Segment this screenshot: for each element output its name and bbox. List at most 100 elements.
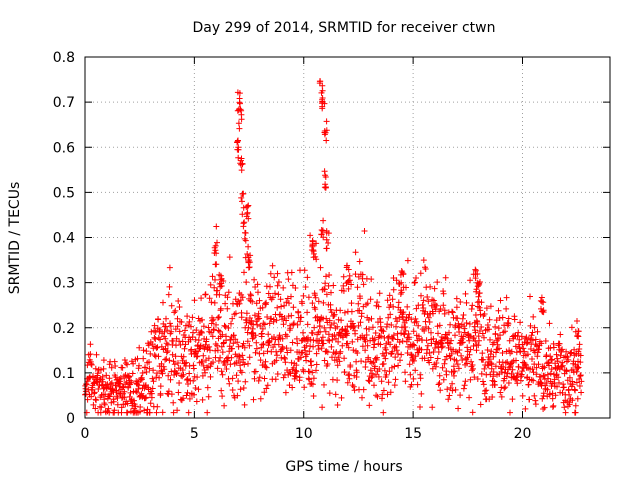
data-point (341, 309, 348, 316)
data-point (503, 305, 510, 312)
data-point (191, 297, 198, 304)
data-point (106, 375, 113, 382)
data-point (91, 390, 98, 397)
data-point (116, 390, 123, 397)
data-point (469, 409, 476, 416)
data-point (118, 404, 125, 411)
data-point (440, 290, 447, 297)
data-point (522, 405, 529, 412)
data-point (92, 365, 99, 372)
y-tick-label: 0.3 (53, 276, 75, 292)
data-point (566, 391, 573, 398)
data-point (225, 289, 232, 296)
data-point (450, 363, 457, 370)
data-point (136, 344, 143, 351)
data-point (311, 324, 318, 331)
data-point (188, 323, 194, 330)
data-point (552, 392, 559, 399)
data-point (221, 402, 228, 409)
data-point (267, 270, 274, 277)
data-point (170, 358, 177, 365)
data-point (320, 299, 327, 306)
data-point (290, 304, 297, 311)
data-point (175, 298, 182, 304)
data-point (572, 409, 579, 416)
data-point (325, 240, 332, 246)
data-point (443, 371, 450, 378)
data-point (265, 331, 272, 338)
data-point (480, 356, 487, 363)
data-point (449, 309, 456, 316)
data-point (404, 303, 411, 310)
data-point (388, 322, 395, 328)
data-point (578, 378, 585, 385)
data-point (230, 340, 237, 347)
data-point (245, 324, 252, 331)
data-point (509, 396, 516, 403)
data-point (564, 354, 571, 360)
data-point (203, 336, 210, 343)
data-point (240, 356, 247, 363)
data-point (365, 354, 372, 361)
data-point (385, 314, 392, 321)
data-point (367, 367, 374, 374)
data-point (434, 279, 441, 286)
data-point (280, 284, 287, 291)
data-point (481, 334, 487, 341)
data-point (167, 376, 174, 383)
data-point (127, 389, 134, 396)
data-point (191, 391, 197, 398)
data-point (154, 403, 161, 410)
data-point (146, 365, 153, 372)
y-axis-label: SRMTID / TECUs (7, 182, 23, 295)
data-point (327, 306, 334, 313)
data-point (553, 371, 560, 378)
data-point (134, 389, 140, 396)
data-point (229, 345, 235, 352)
data-point (430, 335, 437, 342)
data-point (186, 318, 193, 325)
data-point (532, 336, 539, 343)
data-point (155, 353, 162, 360)
data-point (466, 337, 473, 344)
data-point (184, 389, 191, 396)
data-point (375, 373, 382, 380)
data-point (425, 314, 432, 321)
data-point (541, 364, 548, 371)
data-point (353, 358, 360, 365)
data-point (140, 355, 147, 362)
data-point (218, 283, 225, 289)
data-point (318, 337, 325, 344)
data-point (253, 345, 260, 352)
data-point (474, 321, 481, 327)
data-point (467, 346, 474, 353)
data-point (238, 111, 245, 118)
data-point (83, 381, 90, 388)
data-point (352, 249, 359, 256)
data-point (360, 281, 367, 288)
data-point (240, 190, 247, 197)
data-point (204, 384, 211, 391)
data-point (261, 375, 268, 382)
data-point (526, 396, 533, 403)
data-point (240, 340, 247, 347)
data-point (216, 314, 222, 320)
data-point (184, 313, 191, 320)
data-point (453, 295, 460, 302)
data-point (309, 381, 316, 388)
data-point (420, 257, 427, 264)
data-point (392, 354, 399, 361)
data-point (403, 284, 409, 291)
data-point (576, 383, 583, 389)
data-point (398, 351, 405, 358)
data-point (199, 358, 206, 365)
data-point (169, 351, 176, 358)
data-point (398, 287, 405, 294)
data-point (253, 300, 260, 307)
data-point (396, 314, 403, 321)
data-point (111, 407, 118, 414)
data-point (393, 277, 400, 284)
data-point (272, 376, 279, 383)
data-point (340, 288, 347, 294)
data-point (309, 237, 316, 244)
